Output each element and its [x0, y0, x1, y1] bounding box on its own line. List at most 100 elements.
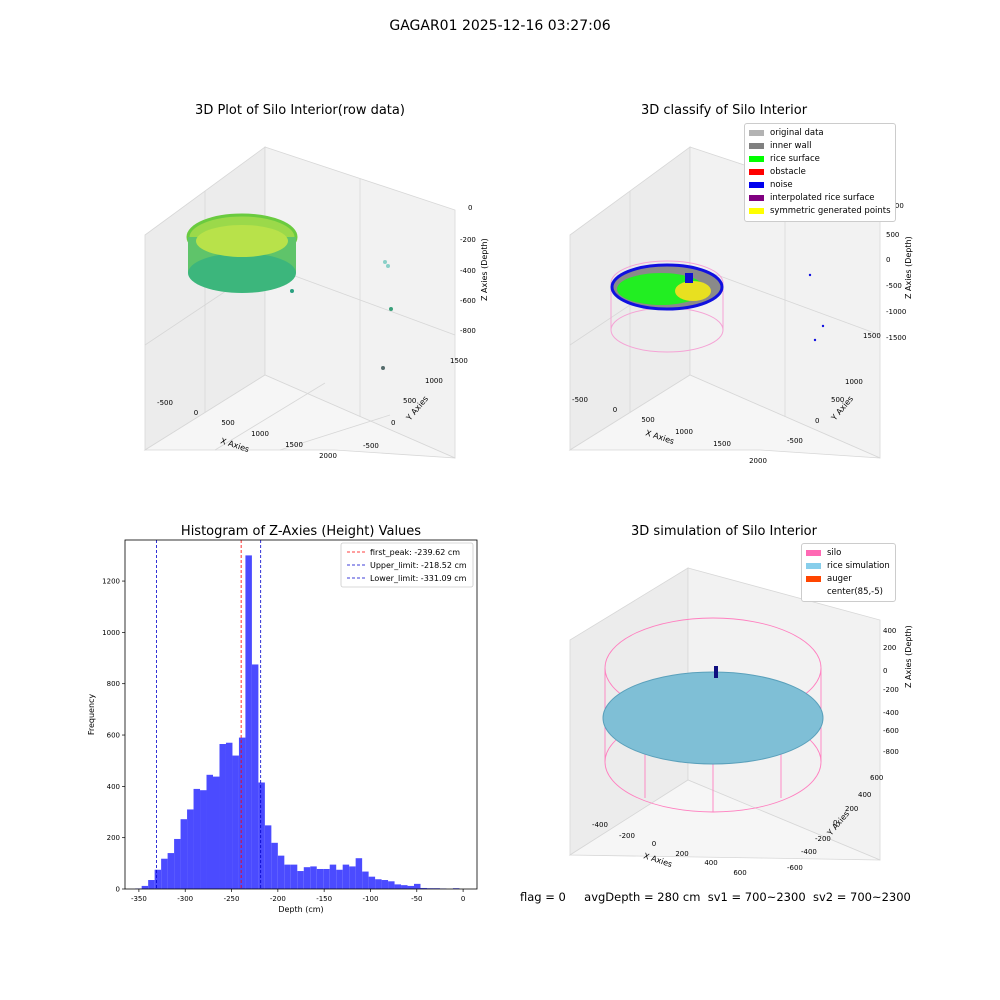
classify-y-ticks: 1500 1000 500 0 -500: [787, 332, 881, 445]
simulation-y-tick: 600: [870, 774, 883, 782]
histogram-legend: first_peak: -239.62 cm Upper_limit: -218.…: [340, 542, 474, 588]
simulation-z-tick: -600: [883, 727, 899, 735]
simulation-legend-label: rice simulation: [827, 560, 890, 571]
histogram-bar: [355, 858, 363, 889]
raw-y-tick: 1500: [450, 357, 468, 365]
classify-legend-label: noise: [770, 179, 793, 190]
raw-grid: [214, 382, 326, 451]
histogram-bar: [200, 790, 207, 889]
raw-point: [389, 307, 393, 311]
simulation-x-ticks: -400 -200 0 200 400 600: [592, 821, 747, 877]
classify-noise-point: [813, 338, 817, 342]
classify-x-tick: -500: [572, 396, 588, 404]
histogram-bar: [388, 881, 395, 889]
raw-z-tick: -200: [460, 236, 476, 244]
classify-symmetric-points: [675, 281, 711, 301]
classify-x-tick: 1000: [675, 428, 693, 436]
avg-depth-text: avgDepth = 280 cm: [584, 890, 701, 904]
histogram-x-tick: -150: [316, 895, 332, 903]
raw-z-ticks: 0 -200 -400 -600 -800: [460, 204, 476, 335]
raw-point: [386, 264, 390, 268]
classify-x-tick: 2000: [749, 457, 767, 465]
simulation-rice-surface: [602, 671, 824, 765]
histogram-bar: [206, 774, 213, 889]
histogram-bar: [381, 880, 389, 889]
histogram-bar: [329, 864, 337, 889]
flag-text: flag = 0: [520, 890, 566, 904]
histogram-bar: [362, 871, 369, 889]
histogram-x-label: Depth (cm): [278, 905, 323, 914]
histogram-bar: [154, 869, 162, 889]
classify-z-tick: 500: [886, 231, 899, 239]
simulation-z-tick: -200: [883, 686, 899, 694]
histogram-bar: [349, 866, 356, 889]
classify-legend-swatch: [749, 129, 764, 136]
classify-legend-label: interpolated rice surface: [770, 192, 875, 203]
raw-y-ticks: 1500 1000 500 0 -500: [363, 357, 468, 450]
histogram-bar: [394, 884, 402, 889]
histogram-bar: [420, 887, 427, 889]
histogram-bar: [290, 864, 298, 889]
simulation-z-tick: -800: [883, 748, 899, 756]
raw-silo-bottom: [188, 253, 296, 293]
simulation-legend-swatch: [806, 549, 821, 556]
raw-x-tick: -500: [157, 399, 173, 407]
histogram-bar: [174, 838, 181, 889]
classify-legend-swatch: [749, 194, 764, 201]
histogram-bar: [245, 555, 252, 889]
histogram-bar: [258, 782, 265, 889]
simulation-y-tick: -200: [815, 835, 831, 843]
simulation-x-tick: 200: [675, 850, 688, 858]
histogram-bar: [180, 819, 188, 889]
classify-legend-item: inner wall: [749, 139, 895, 152]
classify-points: [610, 260, 825, 353]
histogram-bar: [193, 788, 201, 889]
raw-y-tick: -500: [363, 442, 379, 450]
raw-point: [383, 260, 387, 264]
simulation-z-tick: -400: [883, 709, 899, 717]
raw-grid: [279, 414, 391, 451]
histogram-bar: [336, 869, 343, 889]
classify-x-tick: 0: [613, 406, 617, 414]
histogram-legend-label: Lower_limit: -331.09 cm: [370, 574, 467, 583]
classify-legend-item: rice surface: [749, 152, 895, 165]
raw-z-tick: -800: [460, 327, 476, 335]
classify-z-tick: -500: [886, 282, 902, 290]
classify-plot-title: 3D classify of Silo Interior: [640, 103, 808, 118]
histogram-x-tick: -100: [363, 895, 379, 903]
histogram-bar: [368, 876, 376, 889]
histogram-bar: [407, 885, 415, 889]
classify-noise-point: [821, 324, 825, 328]
simulation-y-tick: 200: [845, 805, 858, 813]
raw-x-tick: 500: [221, 419, 234, 427]
histogram-bar: [342, 864, 350, 889]
simulation-z-label: Z Axies (Depth): [904, 625, 913, 688]
classify-y-tick: 1000: [845, 378, 863, 386]
histogram-y-tick: 1000: [102, 629, 120, 637]
classify-legend-item: noise: [749, 178, 895, 191]
histogram-title: Histogram of Z-Axies (Height) Values: [180, 524, 422, 539]
histogram-legend-label: first_peak: -239.62 cm: [370, 548, 460, 557]
simulation-legend-swatch: [806, 588, 821, 595]
raw-point: [381, 366, 385, 370]
classify-z-tick: 0: [886, 256, 890, 264]
simulation-plot-title: 3D simulation of Silo Interior: [631, 524, 817, 539]
classify-legend-item: symmetric generated points: [749, 204, 895, 217]
simulation-floor-pane: [568, 779, 881, 861]
raw-point: [290, 289, 294, 293]
raw-3d-plot: -500 0 500 1000 1500 2000 X Axies 1500 1…: [143, 146, 489, 460]
histogram-chart: -350 -300 -250 -200 -150 -100 -50 0 0 200 400 600 8…: [87, 539, 478, 914]
histogram-x-tick: -300: [177, 895, 193, 903]
status-footer: flag = 0 avgDepth = 280 cm sv1 = 700~230…: [520, 890, 911, 904]
simulation-y-tick: -400: [801, 848, 817, 856]
raw-y-tick: 1000: [425, 377, 443, 385]
histogram-bar: [225, 742, 233, 889]
simulation-legend-label: auger: [827, 573, 852, 584]
simulation-legend-item: rice simulation: [806, 559, 895, 572]
classify-legend-item: obstacle: [749, 165, 895, 178]
simulation-y-ticks: 600 400 200 0 -200 -400 -600: [787, 774, 883, 872]
histogram-bar: [148, 880, 155, 889]
raw-z-label: Z Axies (Depth): [480, 238, 489, 301]
simulation-z-tick: 200: [883, 644, 896, 652]
histogram-bar: [238, 737, 246, 889]
